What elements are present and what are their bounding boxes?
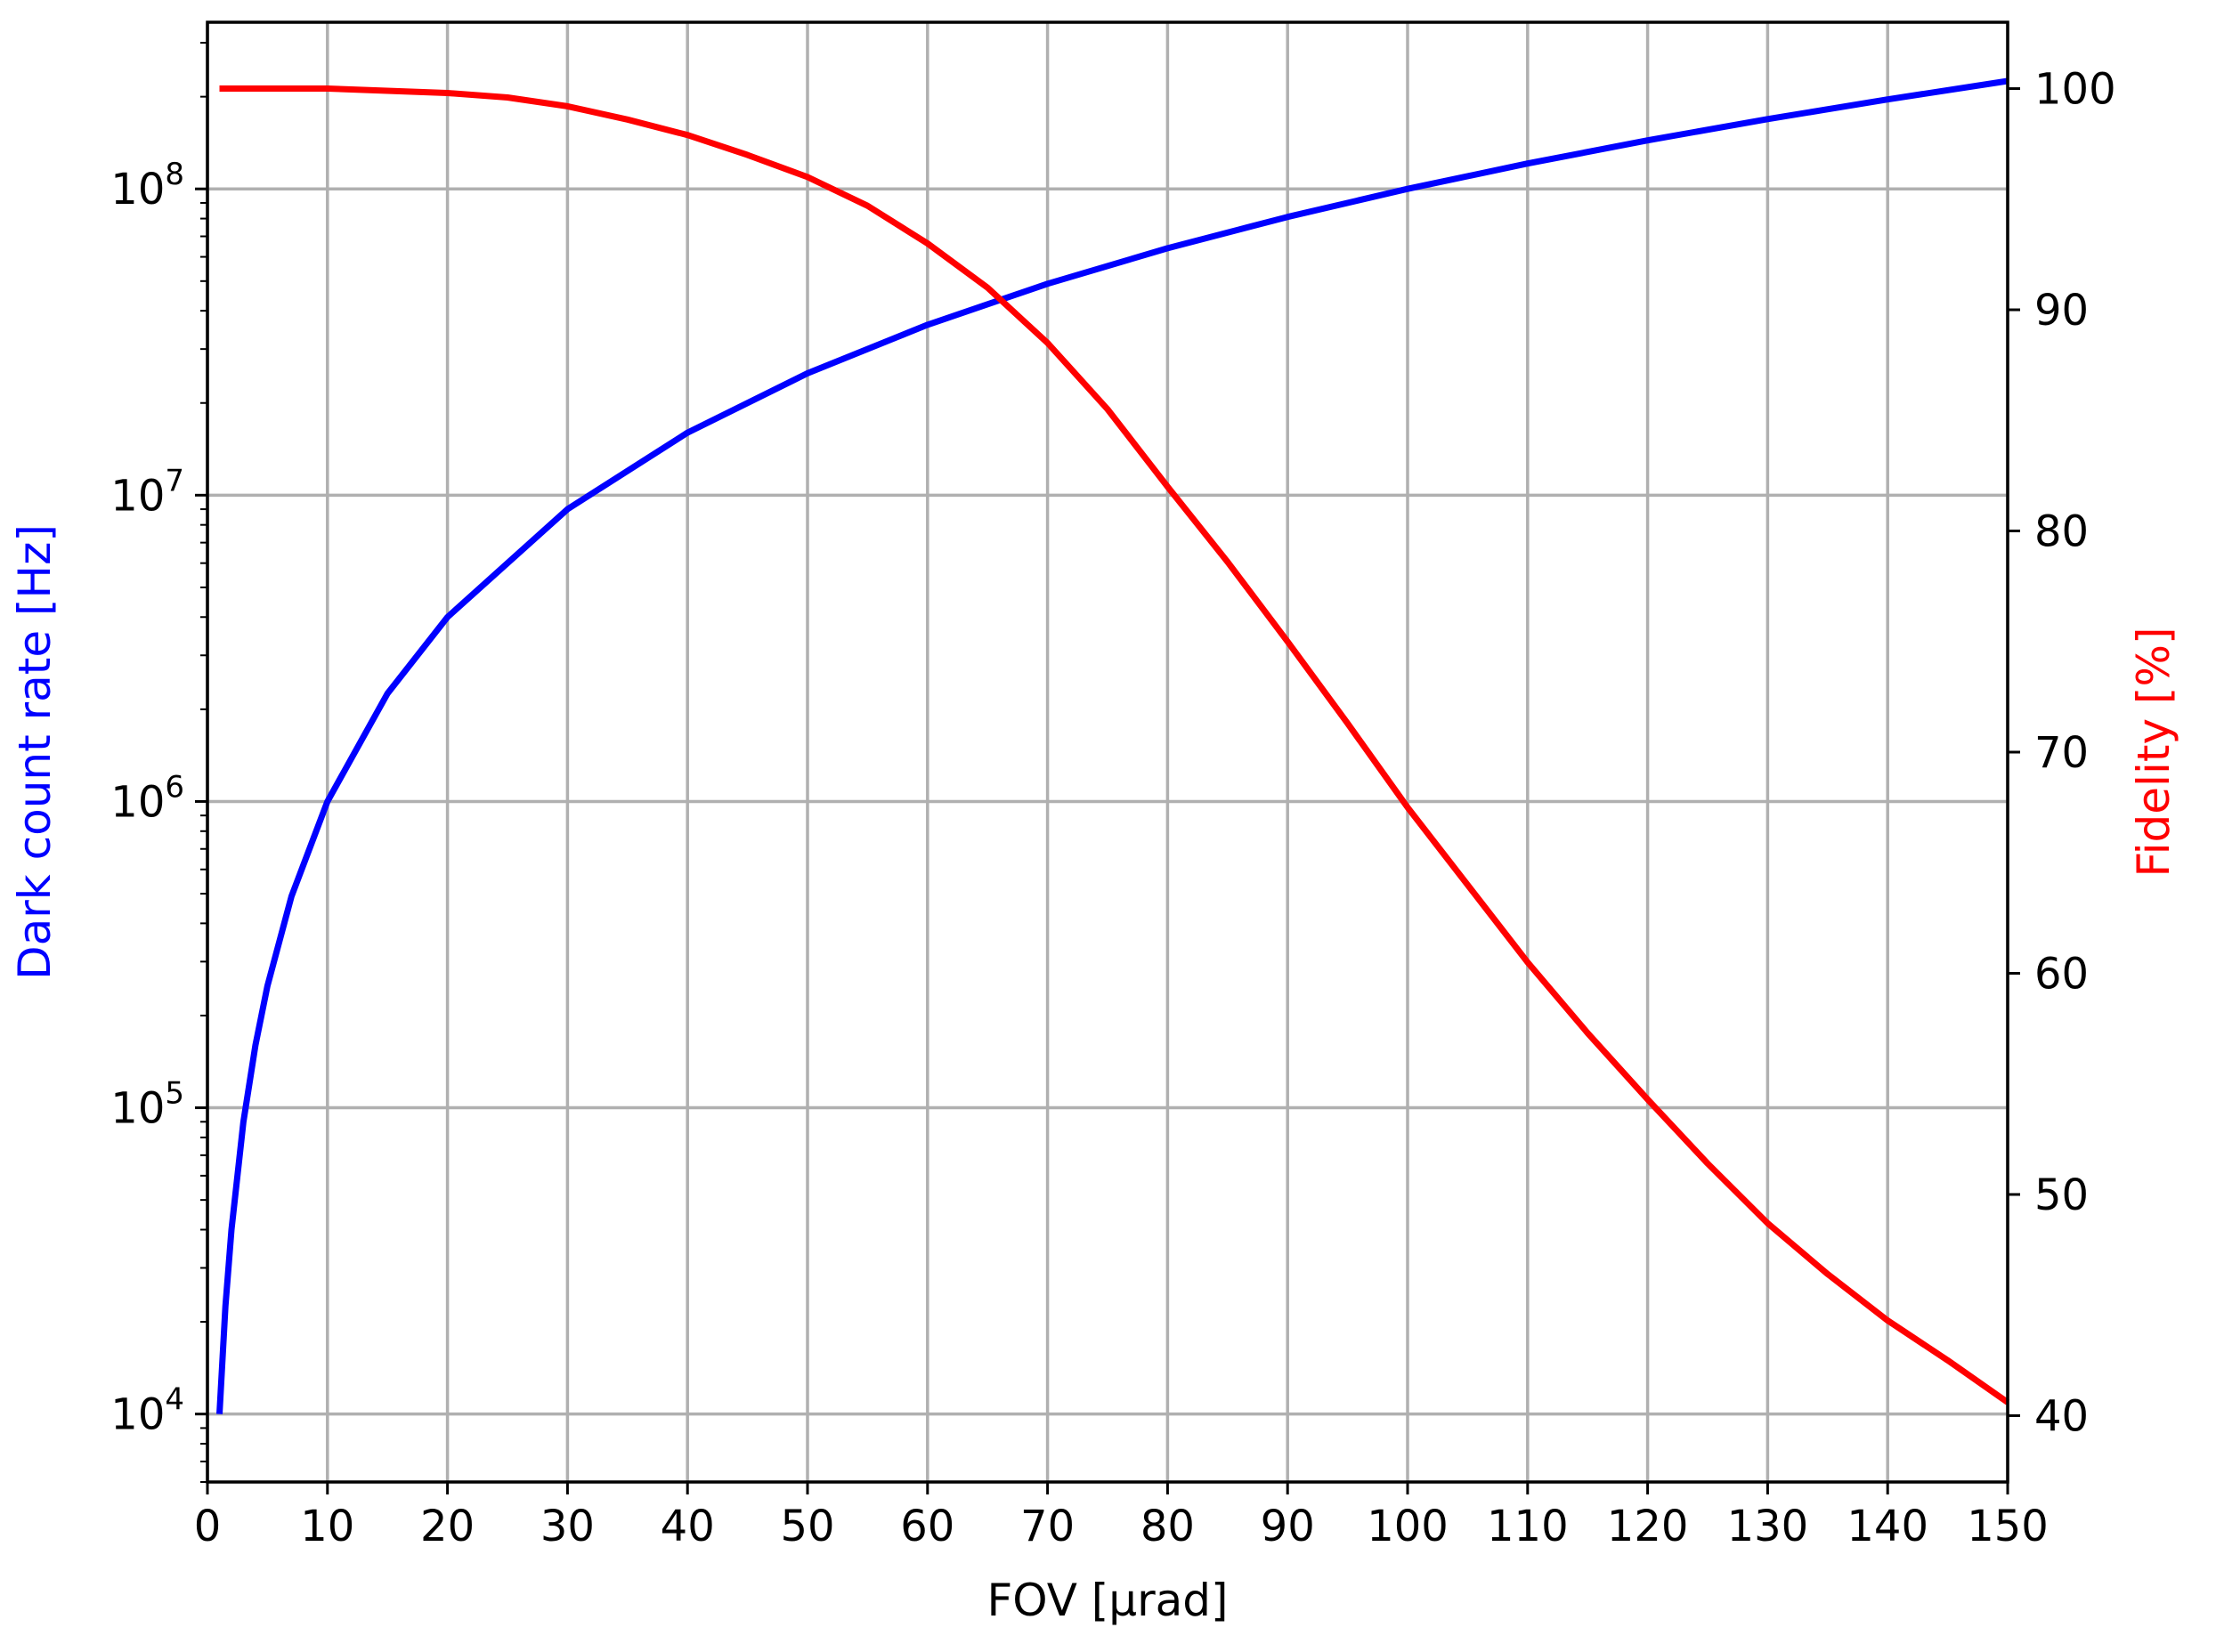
y-left-tick-label: 105 <box>110 1076 184 1134</box>
y-right-tick-label: 70 <box>2034 728 2089 778</box>
y-left-tick-label: 108 <box>110 157 184 215</box>
x-tick-label: 150 <box>1967 1502 2049 1551</box>
x-tick-label: 40 <box>661 1502 715 1551</box>
y-axis-label-right: Fidelity [%] <box>2128 628 2179 878</box>
y-right-tick-label: 40 <box>2034 1391 2089 1441</box>
x-tick-label: 0 <box>194 1502 222 1551</box>
x-tick-label: 20 <box>420 1502 475 1551</box>
tick-labels: 0 10 20 30 40 50 60 70 80 90 100 110 120 130 140 150 104… <box>110 65 2115 1551</box>
dark-count-rate-line <box>216 77 2009 1414</box>
x-tick-label: 70 <box>1020 1502 1075 1551</box>
x-tick-label: 30 <box>540 1502 595 1551</box>
y-right-tick-label: 80 <box>2034 507 2089 557</box>
y-right-tick-label: 90 <box>2034 286 2089 336</box>
fidelity-line <box>219 85 2010 1405</box>
y-left-tick-label: 104 <box>110 1382 184 1440</box>
x-tick-label: 50 <box>780 1502 834 1551</box>
x-tick-label: 100 <box>1367 1502 1449 1551</box>
grid <box>206 22 2009 1482</box>
x-tick-label: 120 <box>1607 1502 1689 1551</box>
x-tick-label: 110 <box>1487 1502 1569 1551</box>
x-tick-label: 130 <box>1727 1502 1809 1551</box>
y-right-tick-label: 100 <box>2034 65 2116 115</box>
y-left-tick-label: 106 <box>110 769 184 827</box>
x-tick-label: 60 <box>900 1502 954 1551</box>
ticks <box>195 42 2020 1494</box>
y-left-tick-label: 107 <box>110 463 184 521</box>
x-axis-label: FOV [μrad] <box>986 1575 1228 1626</box>
y-right-tick-label: 60 <box>2034 949 2089 999</box>
x-tick-label: 80 <box>1140 1502 1195 1551</box>
x-tick-label: 10 <box>300 1502 354 1551</box>
y-right-tick-label: 50 <box>2034 1170 2089 1220</box>
series-layer <box>216 77 2010 1414</box>
y-axis-label-left: Dark count rate [Hz] <box>9 524 61 980</box>
x-tick-label: 140 <box>1847 1502 1928 1551</box>
x-tick-label: 90 <box>1261 1502 1315 1551</box>
plot-frame <box>206 20 2009 1484</box>
